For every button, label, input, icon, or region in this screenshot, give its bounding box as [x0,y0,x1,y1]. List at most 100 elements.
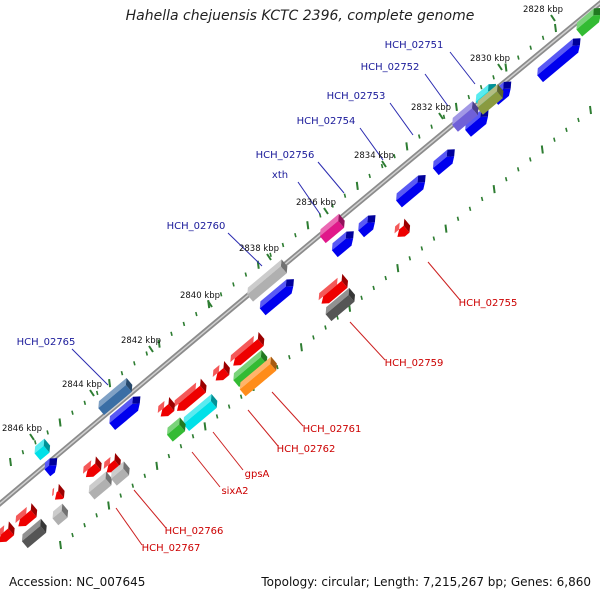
kbp-label: 2846 kbp [2,424,42,434]
gene-top-face [157,400,165,414]
kbp-tick [29,433,35,441]
tick-mark [420,246,424,251]
tick-mark [107,501,111,510]
tick-mark [167,453,171,459]
leader-HCH_02761 [271,391,304,427]
tick-mark [331,203,334,208]
gene-side-face [446,149,455,157]
tick-mark [157,339,161,348]
gene-top-face [110,461,124,479]
tick-mark [343,193,347,198]
leader-HCH_02766 [133,489,167,529]
gene-top-face [52,487,55,497]
tick-mark [405,142,409,151]
gene-top-face [212,364,220,378]
tick-mark [565,127,568,132]
tick-mark [442,114,446,119]
tick-mark [95,390,99,396]
gene-label-HCH_02766: HCH_02766 [165,526,224,537]
leader-HCH_02759 [349,321,386,361]
kbp-label: 2834 kbp [354,151,394,161]
tick-mark [517,55,520,60]
map-title: Hahella chejuensis KCTC 2396, complete g… [125,8,475,24]
gene-top-face [98,377,127,409]
gene-label-gpsA: gpsA [245,469,270,480]
tick-mark [444,224,448,233]
gene-label-HCH_02752: HCH_02752 [361,62,420,73]
tick-mark [554,23,557,33]
tick-mark [479,84,483,90]
tick-mark [46,430,49,435]
kbp-tick [550,14,556,22]
gene-front-face [54,490,64,500]
leader-HCH_02765 [71,348,109,386]
gene-top-face [34,438,45,454]
gene-box-HCH_02751 [477,84,504,115]
gene-front-face [44,465,57,477]
forward-gene-arrow [109,396,141,431]
gene-front-face [396,182,426,208]
gene-front-face [233,338,264,366]
gene-top-face [88,471,107,493]
gene-front-face [183,400,217,432]
reverse-gene-arrow [110,461,130,486]
gene-side-face [348,287,355,302]
tick-mark [454,102,458,112]
tick-mark [120,371,124,376]
gene-top-face [239,356,272,390]
gene-label-HCH_02756: HCH_02756 [256,150,315,161]
gene-label-HCH_02767: HCH_02767 [142,543,201,554]
topology-text: Topology: circular; Length: 7,215,267 bp… [261,575,591,589]
kbp-label: 2838 kbp [239,244,279,254]
gene-side-face [417,175,426,183]
tick-mark [195,311,198,317]
gene-front-face [452,108,478,132]
label-leader-lines [71,51,476,546]
gene-front-face [21,525,47,549]
gene-top-face [247,259,282,295]
tick-mark [467,94,471,100]
reverse-gene-arrow [0,521,15,543]
leader-sixA2 [191,451,221,488]
gene-box-HCH_02752 [452,101,479,132]
gene-front-face [247,266,287,302]
gene-front-face [325,294,355,322]
forward-gene-arrow [358,215,376,238]
tick-mark [108,378,112,388]
tick-mark [299,343,303,352]
tick-mark [232,282,235,287]
gene-front-face [576,15,600,37]
kbp-label: 2828 kbp [523,5,563,15]
gene-side-face [49,458,58,466]
gene-features [0,7,600,549]
tick-mark [288,354,291,360]
gene-front-face [537,45,580,83]
gene-side-face [472,101,479,116]
tick-mark [294,232,297,238]
reverse-gene-arrow [82,456,102,478]
kbp-tick-marks [9,23,592,550]
forward-gene-arrow [537,38,581,83]
gene-side-face [257,331,265,346]
tick-mark [380,163,384,169]
tick-mark [276,364,279,370]
gene-top-face [318,277,338,301]
tick-mark [219,292,223,297]
reverse-gene-arrow [157,397,175,417]
tick-mark [244,272,248,277]
tick-mark [143,473,147,478]
gene-top-face [477,84,498,108]
tick-mark [227,404,231,409]
leader-HCH_02751 [449,51,476,85]
gene-front-face [18,510,37,527]
tick-mark [133,361,136,366]
tick-mark [360,295,363,301]
tick-mark [589,105,592,115]
gene-front-face [215,368,230,381]
forward-gene-arrow [576,7,600,37]
gene-label-HCH_02765: HCH_02765 [17,337,76,348]
reverse-gene-arrow [52,483,65,500]
forward-gene-arrow [259,279,294,316]
gene-side-face [105,471,112,486]
